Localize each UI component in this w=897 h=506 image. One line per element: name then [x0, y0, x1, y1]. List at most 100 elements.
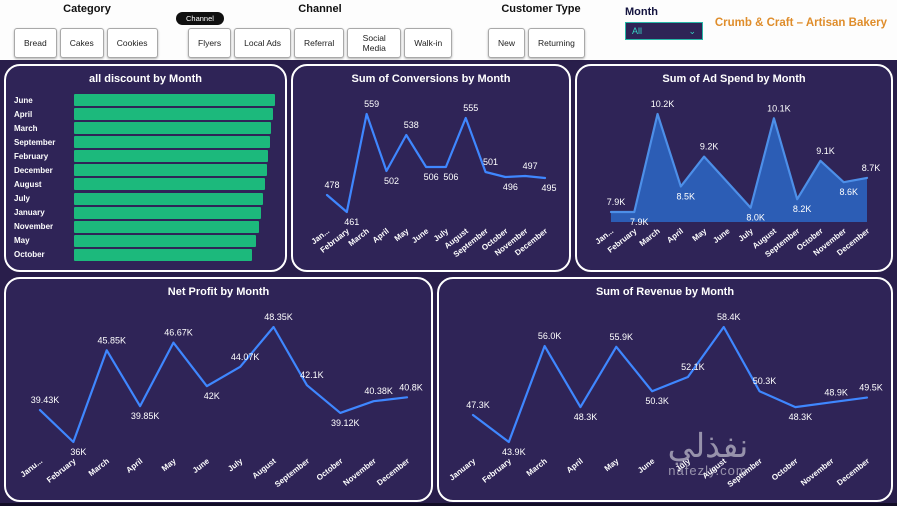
customer-type-slicer: New Returning — [488, 28, 585, 58]
svg-text:48.9K: 48.9K — [824, 387, 848, 397]
svg-text:September: September — [726, 456, 764, 489]
svg-text:496: 496 — [503, 182, 518, 192]
bar-track — [74, 164, 275, 177]
svg-text:461: 461 — [344, 217, 359, 227]
svg-text:559: 559 — [364, 99, 379, 109]
slicer-button-cakes[interactable]: Cakes — [59, 28, 104, 58]
discount-bar[interactable] — [74, 178, 265, 191]
month-dropdown-value: All — [632, 26, 643, 36]
svg-text:May: May — [603, 456, 621, 473]
svg-text:July: July — [226, 456, 245, 473]
ad-spend-chart-title: Sum of Ad Spend by Month — [662, 73, 806, 85]
slicer-button-local-ads[interactable]: Local Ads — [234, 28, 292, 58]
svg-text:48.35K: 48.35K — [264, 312, 293, 322]
revenue-line-chart[interactable]: 47.3K 43.9K 56.0K 48.3K 55.9K 50.3K 52.1K 58.4K… — [443, 305, 887, 496]
bar-category-label: October — [14, 250, 45, 260]
channel-filter-chip[interactable]: Channel — [176, 12, 224, 25]
bar-category-label: March — [14, 123, 38, 133]
discount-bar[interactable] — [74, 122, 272, 135]
discount-bar-row: August — [14, 178, 275, 191]
svg-text:8.0K: 8.0K — [746, 213, 765, 223]
svg-text:February: February — [45, 456, 78, 485]
svg-text:April: April — [124, 456, 144, 474]
discount-bar[interactable] — [74, 164, 267, 177]
discount-bar[interactable] — [74, 108, 273, 121]
ad-spend-area-chart[interactable]: 7.9K 7.9K 10.2K 8.5K 9.2K 8.0K 10.1K 8.2K 9.1K 8.… — [581, 92, 887, 266]
svg-text:478: 478 — [324, 180, 339, 190]
svg-text:November: November — [799, 456, 835, 487]
svg-text:58.4K: 58.4K — [717, 312, 741, 322]
slicer-button-returning[interactable]: Returning — [528, 28, 585, 58]
bar-track — [74, 220, 275, 233]
discount-bar-row: July — [14, 192, 275, 205]
discount-bar[interactable] — [74, 220, 260, 233]
bar-track — [74, 150, 275, 163]
discount-bar[interactable] — [74, 206, 262, 219]
discount-bar[interactable] — [74, 234, 257, 247]
slicer-button-bread[interactable]: Bread — [14, 28, 57, 58]
revenue-chart-panel: Sum of Revenue by Month 47.3K 43.9K 56.0K 4… — [437, 277, 893, 502]
svg-text:40.38K: 40.38K — [364, 386, 393, 396]
bar-track — [74, 94, 275, 106]
discount-bar[interactable] — [74, 192, 264, 205]
discount-bar[interactable] — [74, 136, 270, 149]
discount-bar-row: May — [14, 234, 275, 247]
svg-text:50.3K: 50.3K — [753, 376, 777, 386]
svg-text:45.85K: 45.85K — [97, 335, 126, 345]
svg-text:March: March — [347, 226, 371, 248]
svg-text:44.07K: 44.07K — [231, 352, 260, 362]
discount-bar-row: December — [14, 164, 275, 177]
bar-track — [74, 234, 275, 247]
category-slicer: Bread Cakes Cookies — [14, 28, 158, 58]
conversions-line-chart[interactable]: 478 461 559 502 538 506 506 555 501 496 497 495 Jan.… — [297, 92, 565, 266]
svg-text:506: 506 — [424, 172, 439, 182]
net-profit-line-chart[interactable]: 39.43K 36K 45.85K 39.85K 46.67K 42K 44.07K 48.3… — [10, 305, 427, 496]
svg-text:52.1K: 52.1K — [681, 362, 705, 372]
bar-category-label: May — [14, 236, 30, 246]
slicer-button-referral[interactable]: Referral — [294, 28, 345, 58]
svg-text:March: March — [525, 456, 549, 478]
svg-text:48.3K: 48.3K — [574, 412, 598, 422]
bar-category-label: July — [14, 194, 31, 204]
discount-bar-row: March — [14, 122, 275, 135]
svg-text:April: April — [565, 456, 585, 474]
svg-text:7.9K: 7.9K — [607, 197, 626, 207]
bar-track — [74, 136, 275, 149]
svg-text:January: January — [448, 456, 478, 482]
svg-text:December: December — [375, 456, 411, 487]
svg-text:506: 506 — [443, 172, 458, 182]
net-profit-chart-panel: Net Profit by Month 39.43K 36K 45.85K 39.85… — [4, 277, 433, 502]
svg-text:49.5K: 49.5K — [859, 383, 883, 393]
bar-track — [74, 122, 275, 135]
svg-text:May: May — [393, 226, 411, 243]
svg-text:39.85K: 39.85K — [131, 411, 160, 421]
slicer-button-walk-in[interactable]: Walk-in — [404, 28, 453, 58]
discount-bar-chart[interactable]: June April March September February December A… — [14, 94, 275, 261]
chevron-down-icon: ⌄ — [688, 25, 696, 36]
svg-text:55.9K: 55.9K — [610, 332, 634, 342]
svg-text:56.0K: 56.0K — [538, 331, 562, 341]
svg-text:March: March — [638, 226, 662, 248]
svg-text:9.2K: 9.2K — [700, 142, 719, 152]
svg-text:46.67K: 46.67K — [164, 328, 193, 338]
discount-bar[interactable] — [74, 248, 253, 261]
slicer-button-cookies[interactable]: Cookies — [106, 28, 158, 58]
bar-category-label: June — [14, 95, 33, 105]
svg-text:December: December — [835, 456, 871, 487]
bar-track — [74, 178, 275, 191]
svg-text:March: March — [87, 456, 111, 478]
svg-text:June: June — [410, 226, 431, 245]
bar-track — [74, 206, 275, 219]
svg-text:10.1K: 10.1K — [767, 103, 791, 113]
discount-bar[interactable] — [74, 150, 269, 163]
discount-chart-panel: all discount by Month June April March Sept… — [4, 64, 287, 272]
svg-text:40.8K: 40.8K — [399, 382, 423, 392]
svg-text:48.3K: 48.3K — [789, 412, 813, 422]
discount-bar-row: January — [14, 206, 275, 219]
slicer-button-social-media[interactable]: Social Media — [347, 28, 402, 58]
discount-bar[interactable] — [74, 94, 275, 106]
month-dropdown[interactable]: All ⌄ — [625, 22, 703, 40]
slicer-button-flyers[interactable]: Flyers — [188, 28, 232, 58]
bar-category-label: August — [14, 179, 42, 189]
slicer-button-new[interactable]: New — [488, 28, 526, 58]
